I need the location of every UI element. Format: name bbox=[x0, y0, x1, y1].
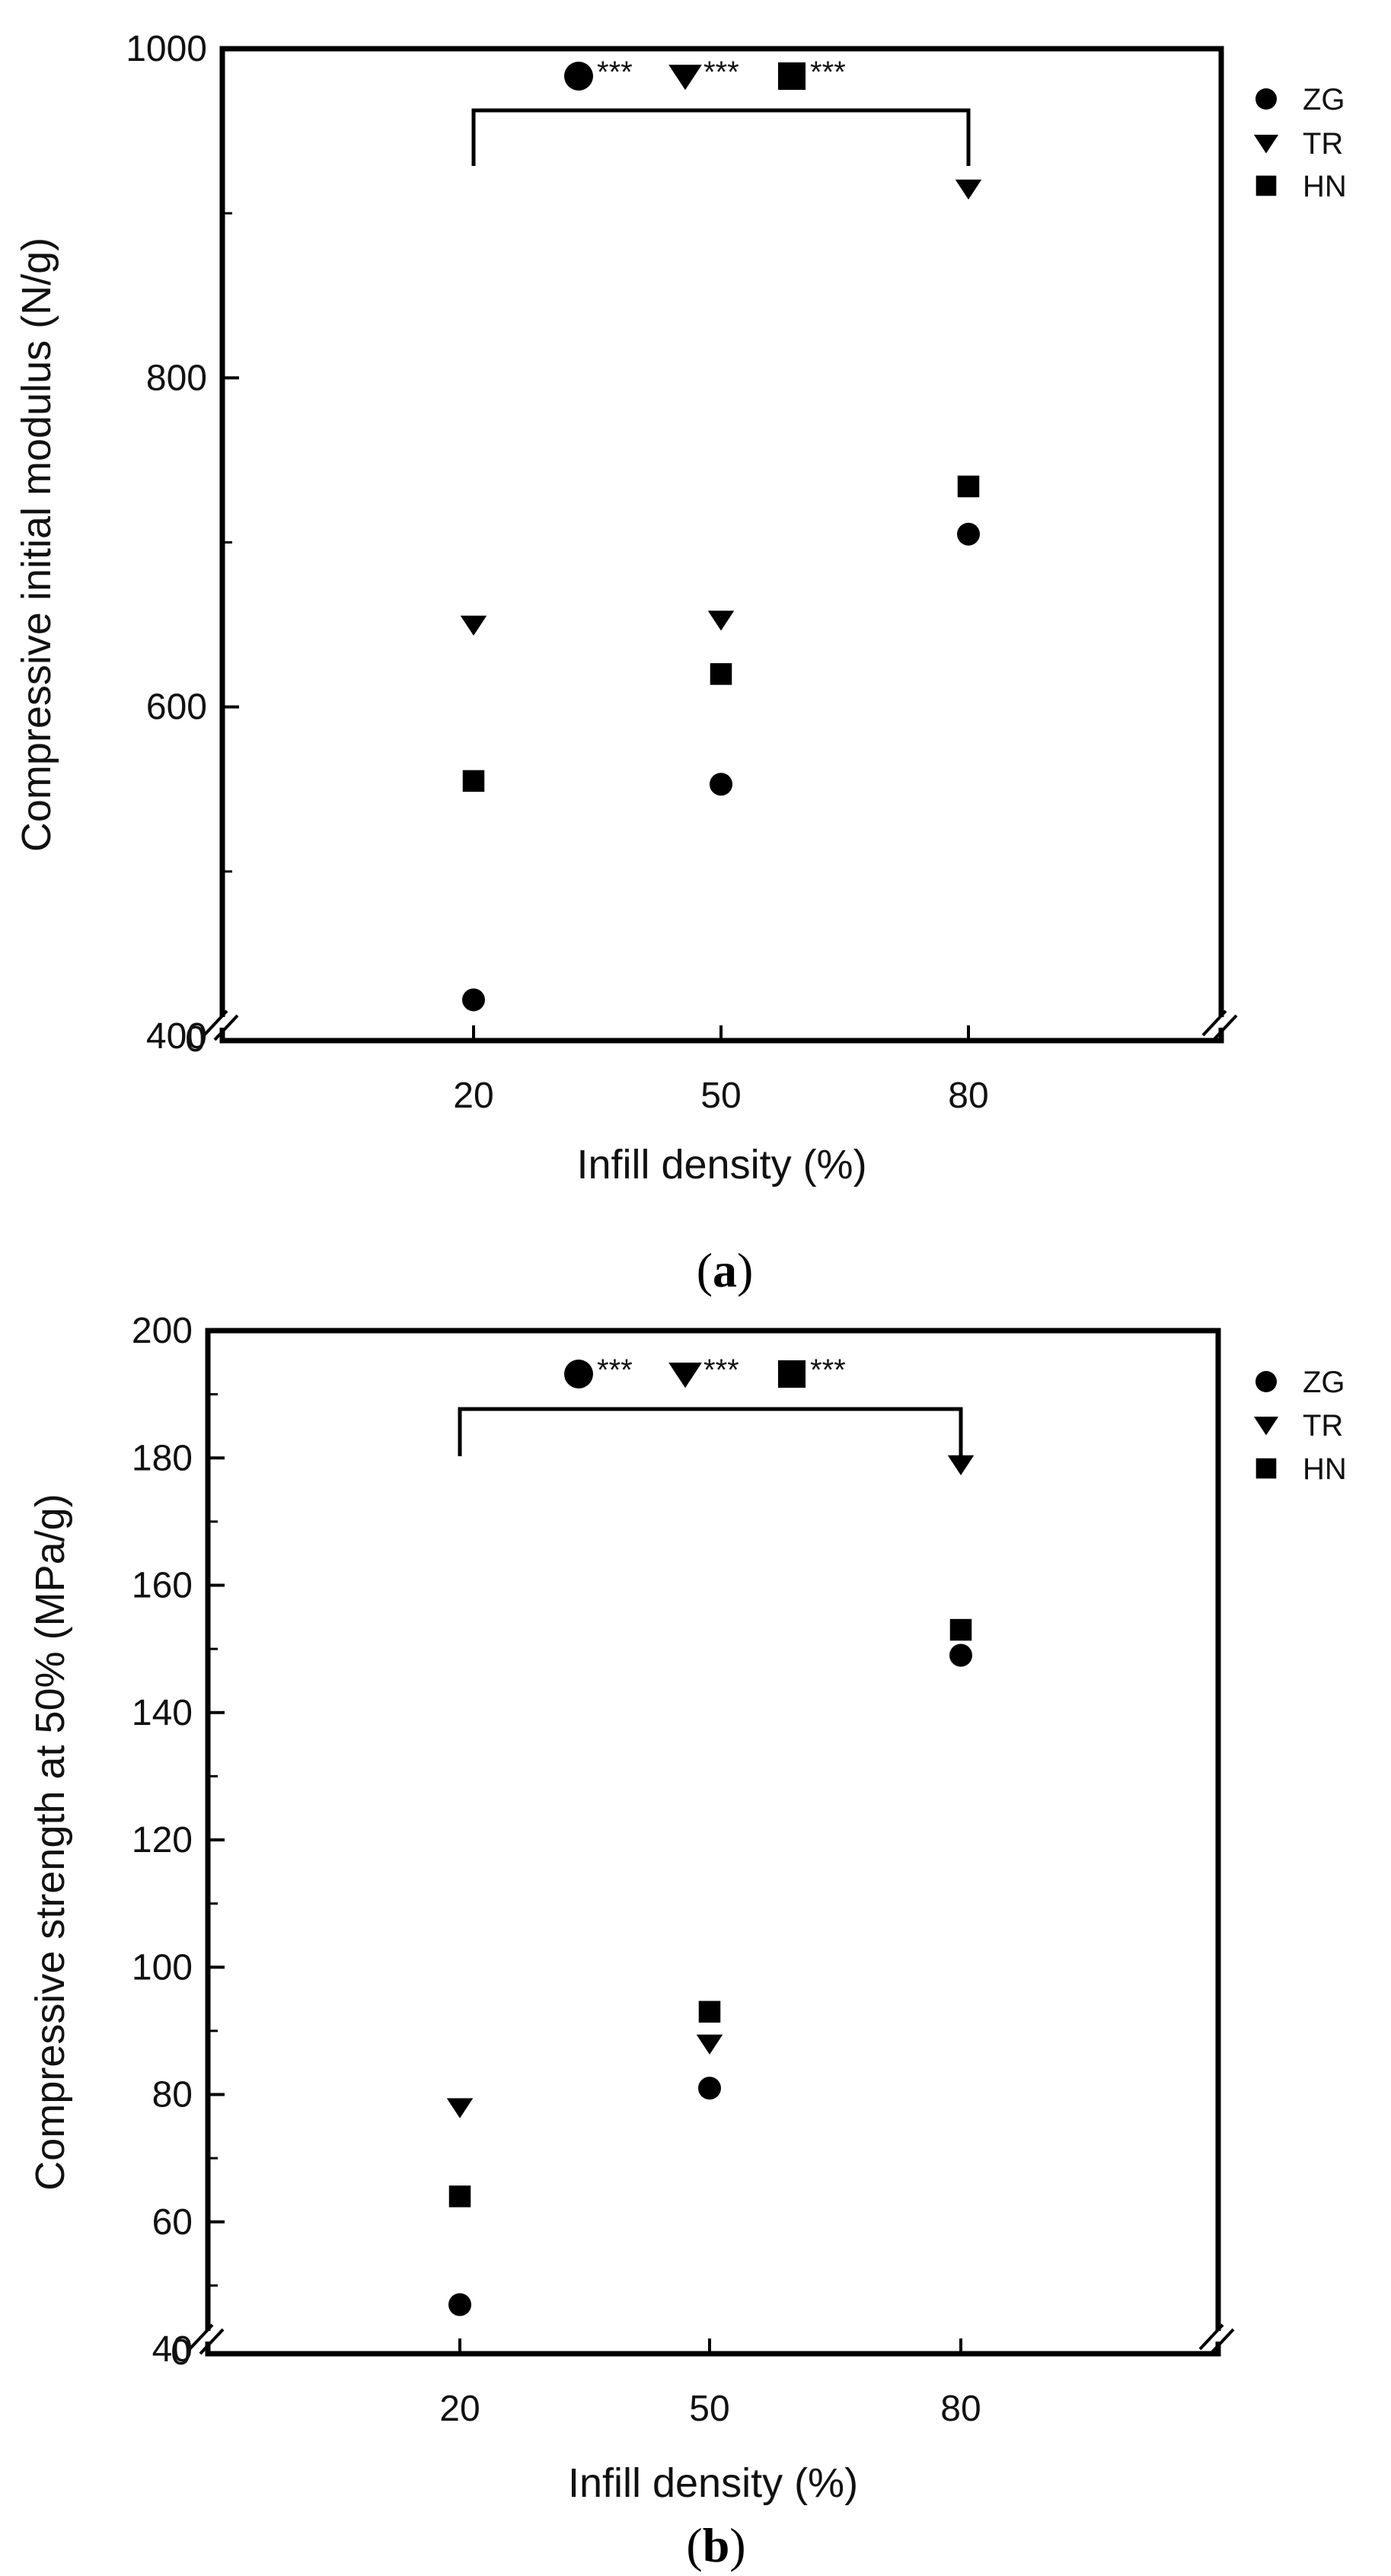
significance-stars: *** bbox=[810, 56, 846, 89]
legend-zg-marker bbox=[1255, 1371, 1277, 1392]
significance-stars: *** bbox=[810, 1353, 846, 1387]
data-point-zg bbox=[698, 2077, 721, 2100]
y-axis-title: Compressive initial modulus (N/g) bbox=[14, 238, 59, 852]
chart-panel-a: 400 600 800 1000 0 20 50 80 Infill density (%) Co… bbox=[14, 29, 1347, 1297]
significance-stars: *** bbox=[703, 1353, 739, 1387]
y-tick-label: 100 bbox=[132, 1947, 193, 1988]
data-point-tr bbox=[696, 2034, 723, 2055]
data-point-tr bbox=[446, 2098, 474, 2119]
data-point-hn bbox=[710, 663, 732, 685]
axis-break-mark bbox=[203, 1009, 239, 1041]
plot-frame bbox=[205, 1328, 1221, 2357]
data-point-zg bbox=[448, 2293, 471, 2316]
data-point-zg bbox=[949, 1643, 972, 1667]
significance-square-marker bbox=[777, 1360, 806, 1388]
legend-hn-marker bbox=[1255, 1458, 1277, 1479]
legend-label: HN bbox=[1303, 1452, 1347, 1486]
data-point-zg bbox=[957, 522, 980, 546]
x-axis-title: Infill density (%) bbox=[576, 1142, 866, 1188]
legend-hn-marker bbox=[1255, 175, 1277, 196]
y-tick-label: 120 bbox=[132, 1820, 193, 1860]
y-tick-label: 800 bbox=[146, 358, 207, 398]
y-tick-label: 200 bbox=[132, 1311, 193, 1351]
significance-triangle-down-marker bbox=[668, 1363, 702, 1388]
legend-tr-marker bbox=[1253, 1416, 1279, 1436]
data-point-tr bbox=[707, 611, 735, 631]
y-tick-label: 160 bbox=[132, 1566, 193, 1606]
data-point-zg bbox=[462, 988, 485, 1012]
significance-bracket bbox=[471, 108, 971, 166]
significance-stars: *** bbox=[597, 56, 633, 89]
y-tick-label: 600 bbox=[146, 687, 207, 728]
legend-label: TR bbox=[1303, 127, 1343, 161]
y-break-label: 0 bbox=[171, 2332, 191, 2373]
data-point-tr bbox=[955, 179, 982, 200]
axis-break-mark bbox=[1201, 1009, 1238, 1041]
x-tick-label: 20 bbox=[453, 1076, 493, 1116]
axis-break-mark bbox=[188, 2323, 225, 2355]
data-point-hn bbox=[462, 770, 485, 792]
y-tick-label: 400 bbox=[146, 1016, 207, 1057]
axis-break-mark bbox=[1198, 2323, 1235, 2355]
y-tick-label: 80 bbox=[152, 2075, 193, 2115]
y-break-label: 0 bbox=[185, 1019, 206, 1060]
x-tick-label: 50 bbox=[700, 1076, 741, 1116]
y-tick-label: 60 bbox=[152, 2202, 193, 2243]
x-tick-label: 50 bbox=[689, 2389, 729, 2429]
legend-label: TR bbox=[1303, 1409, 1343, 1443]
legend-tr-marker bbox=[1253, 134, 1279, 154]
data-point-hn bbox=[698, 2001, 721, 2023]
data-point-hn bbox=[949, 1618, 972, 1641]
significance-circle-marker bbox=[564, 62, 593, 91]
data-point-zg bbox=[710, 773, 732, 796]
y-tick-label: 140 bbox=[132, 1693, 193, 1733]
data-point-tr bbox=[460, 615, 487, 636]
y-axis-title: Compressive strength at 50% (MPa/g) bbox=[27, 1494, 73, 2190]
significance-stars: *** bbox=[703, 56, 739, 89]
y-tick-label: 40 bbox=[152, 2329, 193, 2370]
y-tick-label: 1000 bbox=[126, 29, 207, 69]
legend-label: ZG bbox=[1303, 1366, 1345, 1399]
chart-panel-b: 40 60 80 100 120 140 160 180 200 0 20 50 80 Infill de… bbox=[27, 1311, 1347, 2572]
significance-triangle-down-marker bbox=[668, 65, 702, 91]
data-point-hn bbox=[448, 2185, 471, 2208]
y-tick-label: 180 bbox=[132, 1438, 193, 1478]
legend-zg-marker bbox=[1255, 88, 1277, 110]
x-tick-label: 80 bbox=[940, 2389, 981, 2429]
panel-label: (a) bbox=[697, 1243, 754, 1297]
x-axis-title: Infill density (%) bbox=[568, 2460, 858, 2506]
legend-label: HN bbox=[1303, 170, 1347, 203]
data-point-tr bbox=[947, 1455, 975, 1476]
significance-square-marker bbox=[777, 62, 806, 91]
significance-circle-marker bbox=[564, 1360, 593, 1388]
panel-label: (b) bbox=[686, 2518, 745, 2572]
x-tick-label: 80 bbox=[948, 1076, 988, 1116]
data-point-hn bbox=[957, 475, 980, 498]
significance-stars: *** bbox=[597, 1353, 633, 1387]
legend-label: ZG bbox=[1303, 83, 1345, 116]
significance-bracket bbox=[458, 1407, 963, 1456]
x-tick-label: 20 bbox=[439, 2389, 480, 2429]
